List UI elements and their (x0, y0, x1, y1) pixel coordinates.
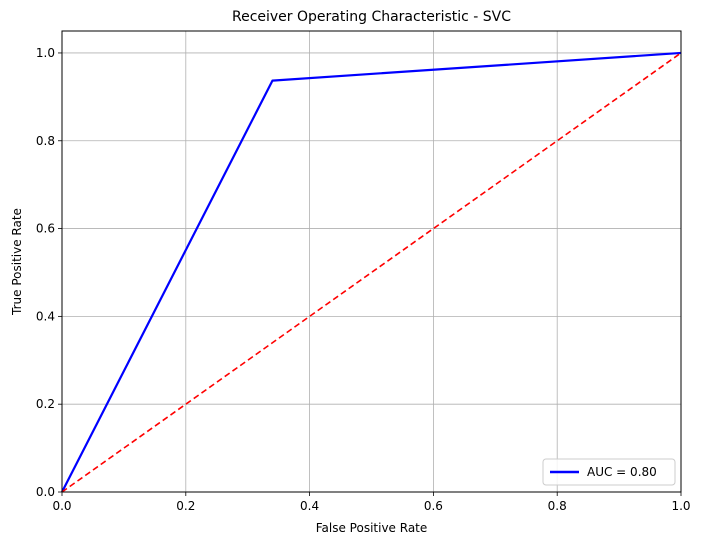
grid-lines (61, 31, 682, 493)
chance-diagonal-line (61, 52, 682, 493)
x-tick-label: 0.8 (548, 499, 567, 513)
legend-label: AUC = 0.80 (587, 465, 657, 479)
x-axis-ticks: 0.0 0.2 0.4 0.6 0.8 1.0 (52, 492, 691, 513)
y-axis-label: True Positive Rate (10, 208, 24, 316)
plot-frame (61, 30, 682, 493)
y-tick-label: 1.0 (36, 46, 55, 60)
y-tick-label: 0.2 (36, 397, 55, 411)
x-tick-label: 0.6 (424, 499, 443, 513)
legend: AUC = 0.80 (542, 458, 676, 486)
roc-curve-line (61, 51, 682, 493)
x-axis-label: False Positive Rate (316, 521, 428, 535)
y-tick-label: 0.8 (36, 134, 55, 148)
y-tick-label: 0.4 (36, 309, 55, 323)
x-tick-label: 0.2 (176, 499, 195, 513)
x-tick-label: 1.0 (671, 499, 690, 513)
x-tick-label: 0.4 (300, 499, 319, 513)
y-tick-label: 0.0 (36, 485, 55, 499)
series-layer (61, 51, 682, 493)
legend-box (542, 458, 676, 486)
chart-title: Receiver Operating Characteristic - SVC (232, 9, 511, 25)
y-tick-label: 0.6 (36, 222, 55, 236)
y-axis-ticks: 0.0 0.2 0.4 0.6 0.8 1.0 (36, 46, 62, 499)
x-tick-label: 0.0 (52, 499, 71, 513)
